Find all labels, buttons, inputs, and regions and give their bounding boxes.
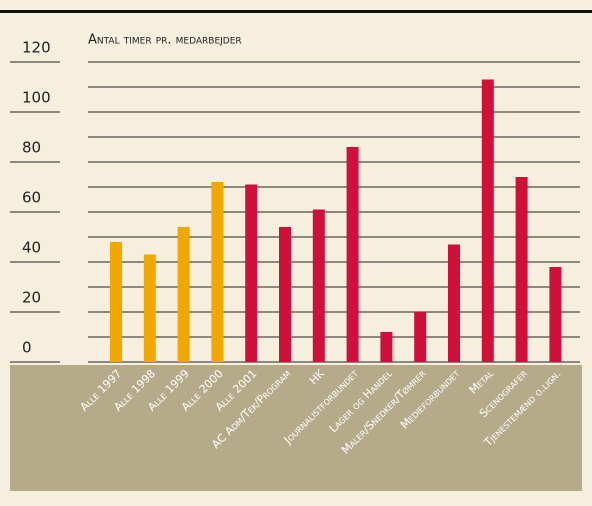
bar <box>346 147 359 362</box>
bar <box>312 209 325 362</box>
bar <box>211 182 224 362</box>
y-tick-label: 20 <box>22 289 41 307</box>
top-rule <box>0 10 592 13</box>
y-tick-label: 100 <box>22 89 51 107</box>
bar <box>110 242 122 362</box>
bar <box>414 312 427 362</box>
axis-title: Antal timer pr. medarbejder <box>88 33 242 48</box>
bar <box>549 267 562 362</box>
y-tick-label: 40 <box>22 239 41 257</box>
y-tick-label: 80 <box>22 139 41 157</box>
bar <box>380 332 393 362</box>
bar <box>448 244 460 362</box>
bar <box>481 79 494 362</box>
y-tick-label: 0 <box>22 339 32 357</box>
bar <box>245 184 258 362</box>
label-area <box>10 365 582 491</box>
bar <box>177 227 190 362</box>
bar <box>515 177 528 362</box>
y-tick-label: 120 <box>22 39 51 57</box>
bar <box>279 227 291 362</box>
y-tick-label: 60 <box>22 189 41 207</box>
bar <box>143 254 156 362</box>
